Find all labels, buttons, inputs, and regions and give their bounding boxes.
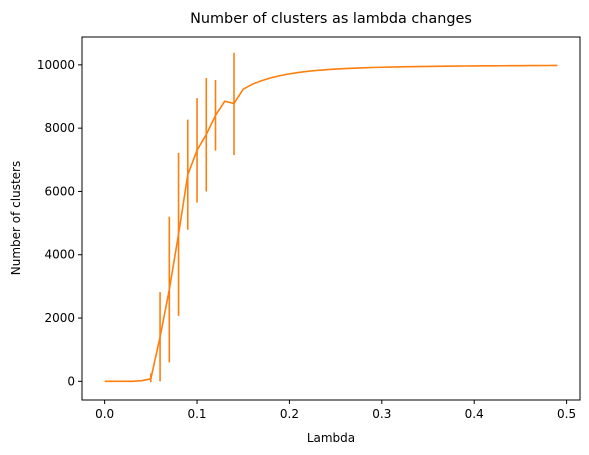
- x-tick-label: 0.2: [280, 407, 299, 421]
- y-axis-label: Number of clusters: [9, 161, 23, 275]
- plot-frame: [81, 36, 581, 401]
- y-tick-label: 8000: [44, 121, 75, 135]
- chart-title: Number of clusters as lambda changes: [190, 11, 472, 27]
- x-tick-label: 0.5: [557, 407, 576, 421]
- x-tick-label: 0.4: [465, 407, 484, 421]
- x-axis-label: Lambda: [307, 431, 355, 445]
- series-line: [104, 64, 558, 383]
- x-tick-label: 0.1: [187, 407, 206, 421]
- x-tick-label: 0.3: [372, 407, 391, 421]
- y-tick-label: 10000: [37, 58, 75, 72]
- plot-area: [104, 52, 558, 383]
- y-tick-label: 2000: [44, 311, 75, 325]
- y-tick-label: 4000: [44, 248, 75, 262]
- axis-ticks: 0.0 0.1 0.2 0.3 0.4 0.5 0 2000 4000 6000 8000 10000: [37, 58, 576, 421]
- x-tick-label: 0.0: [95, 407, 114, 421]
- y-tick-label: 0: [67, 374, 75, 388]
- y-tick-label: 6000: [44, 184, 75, 198]
